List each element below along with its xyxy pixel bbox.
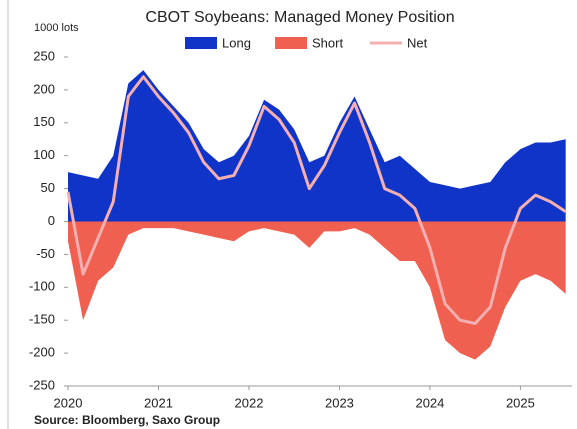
y-axis-label: 1000 lots: [34, 22, 79, 34]
y-tick-label: 100: [33, 147, 55, 162]
legend-label: Short: [312, 35, 343, 50]
legend-swatch: [275, 37, 307, 49]
y-tick-label: 200: [33, 81, 55, 96]
legend: Long Short Net: [185, 35, 428, 50]
x-tick-label: 2024: [415, 395, 444, 410]
y-tick-label: 50: [41, 180, 55, 195]
legend-label: Long: [222, 35, 251, 50]
y-tick-label: -100: [29, 279, 55, 294]
area-0: [68, 70, 566, 222]
y-tick-label: 250: [33, 48, 55, 63]
source: Source: Bloomberg, Saxo Group: [34, 413, 220, 427]
y-tick-label: -200: [29, 345, 55, 360]
y-tick-label: 0: [48, 213, 55, 228]
legend-label: Net: [407, 35, 428, 50]
x-tick-label: 2023: [325, 395, 354, 410]
line-2: [66, 75, 567, 325]
y-tick-label: -50: [36, 246, 55, 261]
x-tick-label: 2025: [506, 395, 535, 410]
y-tick-label: -250: [29, 377, 55, 392]
y-tick-label: 150: [33, 114, 55, 129]
y-tick-label: -150: [29, 312, 55, 327]
x-tick-label: 2021: [144, 395, 173, 410]
legend-swatch: [185, 37, 217, 49]
x-tick-label: 2020: [54, 395, 83, 410]
chart-title: CBOT Soybeans: Managed Money Position: [145, 9, 454, 26]
area-1: [68, 221, 566, 360]
x-tick-label: 2022: [235, 395, 264, 410]
